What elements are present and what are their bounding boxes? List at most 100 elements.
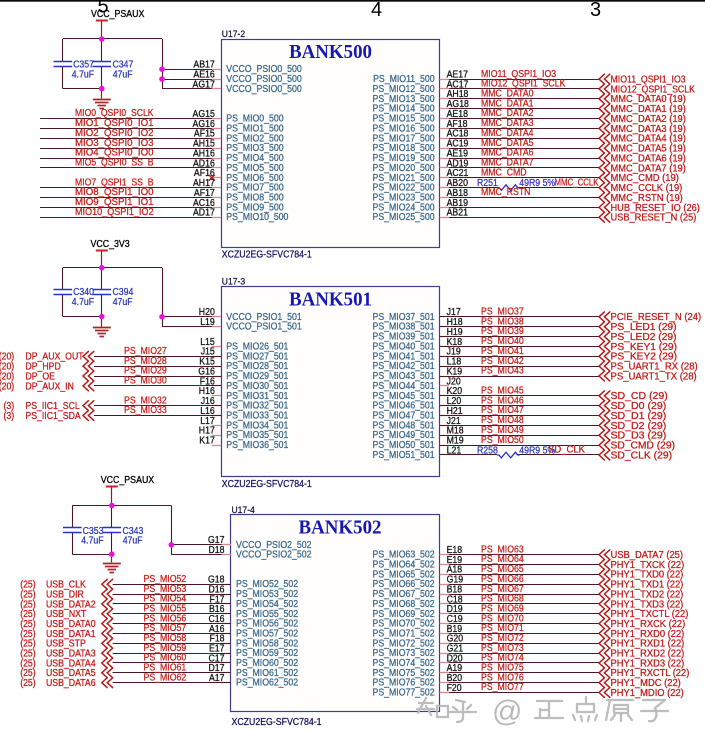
svg-text:PS_UART1_TX (28): PS_UART1_TX (28) bbox=[611, 371, 697, 382]
svg-text:PS_MIO52_502: PS_MIO52_502 bbox=[236, 579, 298, 590]
svg-text:MMC_RSTN (19): MMC_RSTN (19) bbox=[611, 193, 683, 204]
svg-text:G19: G19 bbox=[447, 575, 464, 586]
svg-text:M19: M19 bbox=[447, 436, 464, 447]
svg-text:AH17: AH17 bbox=[193, 178, 215, 189]
svg-text:PHY1_TXCK (22): PHY1_TXCK (22) bbox=[611, 560, 685, 571]
svg-text:USB_DATA6: USB_DATA6 bbox=[46, 678, 96, 689]
svg-text:PS_MIO28: PS_MIO28 bbox=[124, 356, 167, 367]
svg-text:VCC_PSAUX: VCC_PSAUX bbox=[101, 475, 155, 486]
svg-text:PS_MIO67: PS_MIO67 bbox=[481, 584, 524, 595]
svg-text:USB_NXT: USB_NXT bbox=[46, 609, 86, 620]
svg-text:HUB_RESET_IO (26): HUB_RESET_IO (26) bbox=[611, 203, 700, 214]
svg-text:PS_MIO13_500: PS_MIO13_500 bbox=[373, 94, 436, 105]
svg-text:F20: F20 bbox=[447, 683, 463, 694]
svg-text:MMC_DATA4 (19): MMC_DATA4 (19) bbox=[611, 134, 686, 145]
svg-text:MIO10_QSPI1_IO2: MIO10_QSPI1_IO2 bbox=[75, 207, 154, 218]
svg-text:PHY1_TXD2 (22): PHY1_TXD2 (22) bbox=[611, 589, 684, 600]
svg-text:SD_CMD (29): SD_CMD (29) bbox=[611, 441, 676, 452]
svg-text:PHY1_RXD3 (22): PHY1_RXD3 (22) bbox=[611, 658, 685, 669]
svg-text:PS_MIO31_501: PS_MIO31_501 bbox=[226, 391, 288, 402]
svg-text:USB_DATA7 (25): USB_DATA7 (25) bbox=[611, 550, 684, 561]
svg-text:PHY1_RXD1 (22): PHY1_RXD1 (22) bbox=[611, 639, 685, 650]
svg-text:PS_MIO63_502: PS_MIO63_502 bbox=[373, 550, 435, 561]
svg-text:PS_MIO29_501: PS_MIO29_501 bbox=[226, 371, 288, 382]
svg-text:PS_MIO35_501: PS_MIO35_501 bbox=[226, 430, 288, 441]
svg-text:MIO12_QSPI1_SCLK: MIO12_QSPI1_SCLK bbox=[481, 79, 566, 90]
svg-text:(25): (25) bbox=[20, 619, 36, 630]
svg-text:PS_MIO10_500: PS_MIO10_500 bbox=[226, 212, 289, 223]
svg-text:PS_MIO43_501: PS_MIO43_501 bbox=[373, 371, 435, 382]
svg-text:PS_MIO73: PS_MIO73 bbox=[481, 643, 524, 654]
svg-text:PS_MIO77: PS_MIO77 bbox=[481, 682, 524, 693]
svg-text:49R9 5%: 49R9 5% bbox=[519, 445, 555, 456]
svg-text:DP_HPD: DP_HPD bbox=[25, 362, 60, 373]
svg-text:(25): (25) bbox=[20, 599, 36, 610]
svg-text:PS_MIO20_500: PS_MIO20_500 bbox=[373, 163, 436, 174]
svg-text:MMC_DATA2: MMC_DATA2 bbox=[481, 108, 534, 119]
svg-text:PS_MIO61: PS_MIO61 bbox=[144, 663, 187, 674]
svg-text:U17-2: U17-2 bbox=[222, 29, 245, 40]
svg-text:M18: M18 bbox=[447, 426, 464, 437]
svg-text:C19: C19 bbox=[447, 614, 463, 625]
svg-text:PS_MIO42: PS_MIO42 bbox=[481, 356, 524, 367]
svg-text:3: 3 bbox=[590, 0, 601, 21]
svg-text:5: 5 bbox=[97, 0, 108, 17]
svg-text:PS_MIO71: PS_MIO71 bbox=[481, 623, 524, 634]
svg-text:PS_MIO60: PS_MIO60 bbox=[144, 653, 187, 664]
svg-text:PS_MIO69_502: PS_MIO69_502 bbox=[373, 609, 435, 620]
svg-text:E18: E18 bbox=[447, 545, 463, 556]
svg-text:VCCO_PSIO0_500: VCCO_PSIO0_500 bbox=[226, 74, 302, 85]
svg-text:@: @ bbox=[492, 695, 522, 728]
svg-text:PS_MIO51_501: PS_MIO51_501 bbox=[373, 450, 435, 461]
svg-text:USB_DIR: USB_DIR bbox=[46, 589, 84, 600]
svg-text:AH15: AH15 bbox=[193, 139, 215, 150]
svg-text:U17-4: U17-4 bbox=[232, 505, 255, 516]
svg-text:PS_MIO53_502: PS_MIO53_502 bbox=[236, 589, 298, 600]
svg-text:USB_CLK: USB_CLK bbox=[46, 580, 86, 591]
svg-text:B20: B20 bbox=[447, 673, 463, 684]
svg-text:PS_MIO17_500: PS_MIO17_500 bbox=[373, 133, 436, 144]
svg-text:PS_MIO38_501: PS_MIO38_501 bbox=[373, 322, 435, 333]
svg-text:AE18: AE18 bbox=[447, 109, 468, 120]
svg-text:C340: C340 bbox=[73, 287, 94, 298]
svg-text:H17: H17 bbox=[199, 426, 215, 437]
svg-text:PS_MIO75_502: PS_MIO75_502 bbox=[373, 668, 435, 679]
svg-text:PS_MIO49_501: PS_MIO49_501 bbox=[373, 430, 435, 441]
svg-text:(25): (25) bbox=[20, 658, 36, 669]
svg-text:B19: B19 bbox=[447, 624, 463, 635]
svg-text:SD_D2 (29): SD_D2 (29) bbox=[611, 421, 667, 432]
svg-text:K20: K20 bbox=[447, 386, 463, 397]
svg-text:PS_MIO14_500: PS_MIO14_500 bbox=[373, 104, 436, 115]
svg-text:PS_MIO46_501: PS_MIO46_501 bbox=[373, 401, 435, 412]
svg-text:PS_MIO69: PS_MIO69 bbox=[481, 604, 524, 615]
svg-text:G16: G16 bbox=[198, 366, 215, 377]
svg-text:PS_MIO22_500: PS_MIO22_500 bbox=[373, 183, 436, 194]
svg-text:SD_CLK: SD_CLK bbox=[548, 445, 586, 456]
svg-text:PS_MIO41: PS_MIO41 bbox=[481, 346, 524, 357]
svg-text:PHY1_MDIO (22): PHY1_MDIO (22) bbox=[611, 688, 684, 699]
svg-text:PS_MIO66_502: PS_MIO66_502 bbox=[373, 579, 435, 590]
svg-text:AB17: AB17 bbox=[193, 60, 214, 71]
svg-text:PS_MIO16_500: PS_MIO16_500 bbox=[373, 123, 436, 134]
svg-text:PS_MIO56: PS_MIO56 bbox=[144, 613, 187, 624]
svg-text:(3): (3) bbox=[4, 411, 15, 422]
svg-text:PS_MIO64_502: PS_MIO64_502 bbox=[373, 560, 435, 571]
svg-text:A17: A17 bbox=[209, 673, 225, 684]
svg-text:PS_MIO58_502: PS_MIO58_502 bbox=[236, 638, 298, 649]
svg-text:PS_MIO41_501: PS_MIO41_501 bbox=[373, 351, 435, 362]
svg-text:AD17: AD17 bbox=[193, 208, 215, 219]
svg-text:VCC_PSAUX: VCC_PSAUX bbox=[91, 9, 145, 20]
svg-text:MMC_DATA7 (19): MMC_DATA7 (19) bbox=[611, 163, 686, 174]
svg-text:MMC_DATA3: MMC_DATA3 bbox=[481, 118, 534, 129]
svg-text:D16: D16 bbox=[209, 584, 225, 595]
svg-text:MIO0_QSPI0_SCLK: MIO0_QSPI0_SCLK bbox=[75, 108, 154, 119]
svg-text:PS_MIO25_500: PS_MIO25_500 bbox=[373, 212, 436, 223]
svg-text:PS_MIO32: PS_MIO32 bbox=[124, 395, 167, 406]
svg-text:F16: F16 bbox=[200, 376, 215, 387]
svg-text:C18: C18 bbox=[447, 594, 463, 605]
svg-text:PS_MIO50: PS_MIO50 bbox=[481, 435, 524, 446]
svg-text:PS_UART1_RX (28): PS_UART1_RX (28) bbox=[611, 362, 698, 373]
svg-text:PS_MIO26_501: PS_MIO26_501 bbox=[226, 341, 288, 352]
svg-text:MMC_RSTN: MMC_RSTN bbox=[481, 187, 531, 198]
svg-text:PS_MIO15_500: PS_MIO15_500 bbox=[373, 114, 436, 125]
